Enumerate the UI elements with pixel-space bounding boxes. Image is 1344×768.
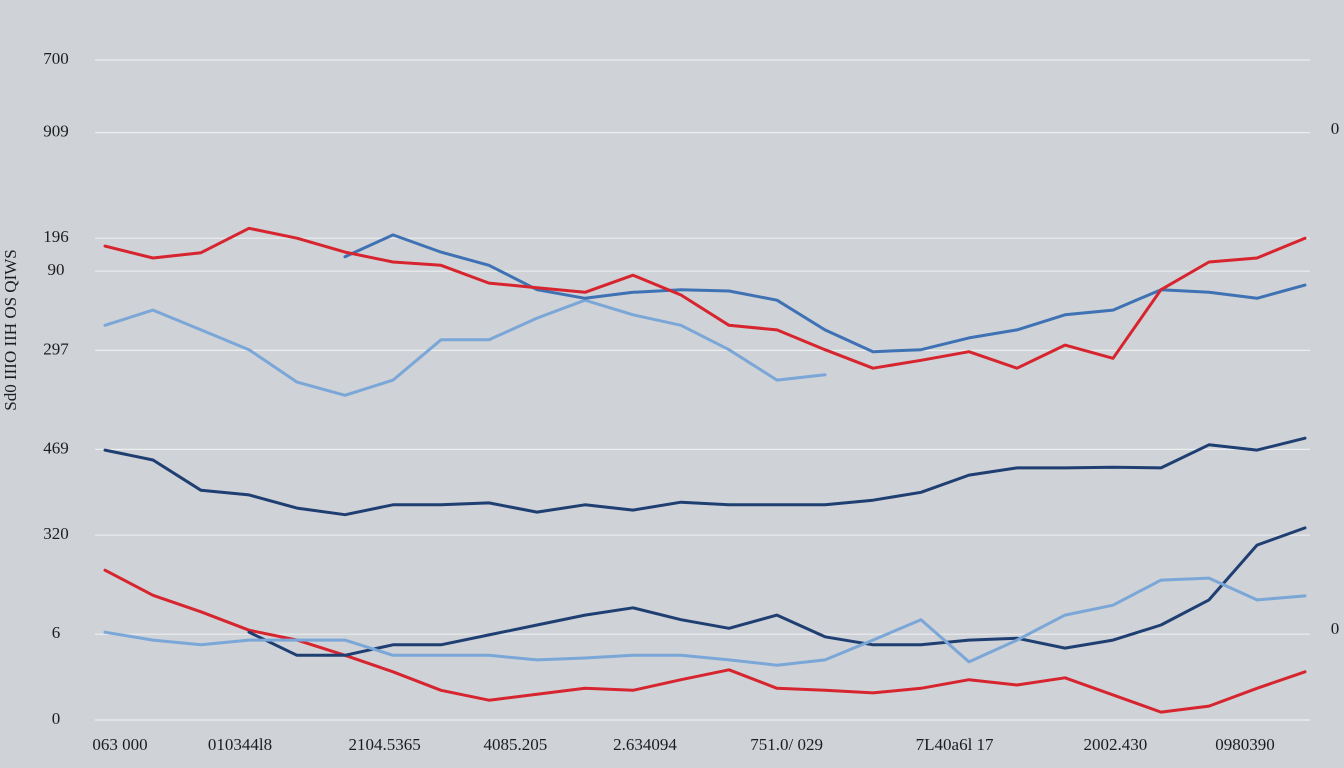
y-tick-label: 297	[43, 339, 69, 358]
y-tick-label: 0	[52, 709, 61, 728]
y-tick-label: 700	[43, 49, 69, 68]
annotation: 0	[1331, 619, 1340, 638]
series-line	[103, 436, 1307, 517]
annotation: 0	[1331, 119, 1340, 138]
x-tick-label: 751.0/ 029	[750, 735, 823, 754]
x-tick-label: 063 000	[92, 735, 147, 754]
x-tick-label: 2.634094	[613, 735, 677, 754]
x-tick-label: 0980390	[1215, 735, 1275, 754]
x-tick-label: 4085.205	[484, 735, 548, 754]
y-tick-label: 90	[48, 260, 65, 279]
series-line	[103, 568, 1307, 714]
y-tick-label: 6	[52, 623, 61, 642]
series-line	[103, 226, 1307, 370]
x-tick-label: 7L40a6l 17	[916, 735, 994, 754]
y-axis-label: Sd0 IIIO IIH OS QIWS	[1, 249, 20, 410]
x-tick-label: 010344l8	[208, 735, 272, 754]
y-tick-label: 320	[43, 524, 69, 543]
series-line	[247, 526, 1307, 657]
y-tick-label: 196	[43, 227, 69, 246]
x-tick-label: 2104.5365	[348, 735, 420, 754]
series-line	[343, 233, 1307, 354]
series-line	[103, 576, 1307, 667]
x-tick-label: 2002.430	[1084, 735, 1148, 754]
y-tick-label: 469	[43, 438, 69, 457]
y-tick-label: 909	[43, 122, 69, 141]
series-line	[103, 298, 827, 397]
